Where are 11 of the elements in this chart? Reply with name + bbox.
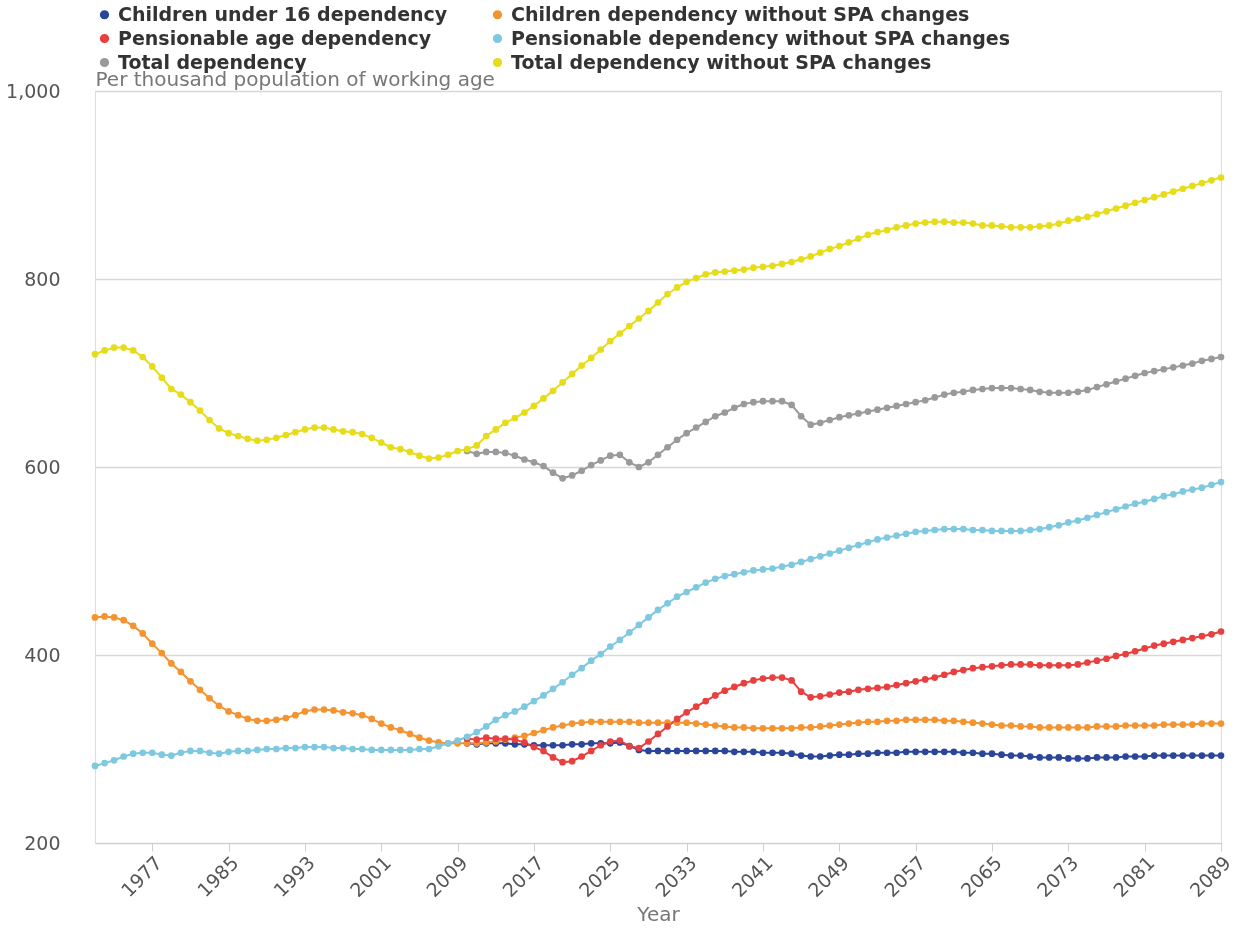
y-tick-label: 1,000 [6, 79, 61, 102]
y-tick-label: 200 [24, 831, 61, 854]
y-tick-label: 800 [24, 267, 61, 290]
y-tick-label: 400 [24, 643, 61, 666]
y-tick-label: 600 [24, 455, 61, 478]
legend-label: Children under 16 dependency [118, 2, 448, 25]
x-axis-title: Year [636, 902, 681, 927]
legend-label: Pensionable dependency without SPA changes [511, 26, 1011, 49]
legend-label: Children dependency without SPA changes [511, 2, 970, 25]
legend-label: Total dependency without SPA changes [511, 50, 932, 73]
legend-label: Pensionable age dependency [118, 26, 432, 49]
